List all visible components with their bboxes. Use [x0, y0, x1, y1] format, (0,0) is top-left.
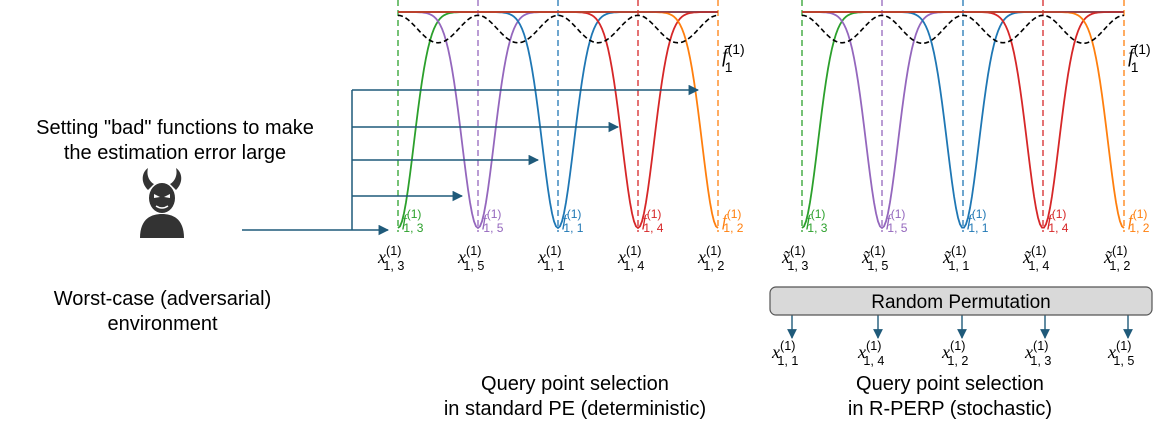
left-caption-line1: Query point selection [481, 373, 669, 395]
right-caption-line2: in R-PERP (stochastic) [847, 398, 1053, 420]
function-label-3: f(1) 1, 1 [967, 207, 989, 235]
upper-bound-curve [397, 14, 719, 44]
function-label-4: f(1) 1, 4 [1047, 207, 1069, 235]
function-label-3: f(1) 1, 1 [562, 207, 584, 235]
query-point-5: x̃(1) 1, 2 [1103, 244, 1130, 273]
query-point-2: x(1) 1, 5 [457, 244, 484, 273]
upper-bound-label: f̄(1) 1 [1128, 41, 1151, 75]
permuted-point-5: x(1) 1, 5 [1107, 339, 1134, 368]
function-label-1: f(1) 1, 3 [806, 207, 828, 235]
devil-icon [140, 168, 184, 238]
left-caption-line2: in standard PE (deterministic) [443, 398, 707, 420]
query-point-4: x(1) 1, 4 [617, 244, 644, 273]
function-label-5: f(1) 1, 2 [722, 207, 744, 235]
annotation-line1: Setting "bad" functions to make [36, 117, 314, 139]
left-panel: f(1) 1, 3 x(1) 1, 3 f(1) 1, 5 x(1) 1, 5 f(1) 1, 1… [377, 0, 745, 273]
right-caption-line1: Query point selection [856, 373, 1044, 395]
query-point-1: x̃(1) 1, 3 [781, 244, 808, 273]
permuted-point-1: x(1) 1, 1 [771, 339, 798, 368]
query-point-2: x̃(1) 1, 5 [861, 244, 888, 273]
adversary-label-line1: Worst-case (adversarial) [53, 288, 272, 310]
annotation-line2: the estimation error large [63, 142, 287, 164]
adversary-label: Worst-case (adversarial) environment [40, 287, 285, 337]
query-point-3: x(1) 1, 1 [537, 244, 564, 273]
upper-bound-curve [801, 14, 1125, 45]
permuted-point-2: x(1) 1, 4 [857, 339, 884, 368]
permuted-point-3: x(1) 1, 2 [941, 339, 968, 368]
function-label-5: f(1) 1, 2 [1128, 207, 1150, 235]
query-point-5: x(1) 1, 2 [697, 244, 724, 273]
function-label-4: f(1) 1, 4 [642, 207, 664, 235]
random-permutation-label: Random Permutation [871, 292, 1051, 313]
upper-bound-label: f̄(1) 1 [722, 41, 745, 75]
left-caption: Query point selection in standard PE (de… [405, 372, 745, 422]
annotation-text: Setting "bad" functions to make the esti… [0, 116, 350, 166]
right-caption: Query point selection in R-PERP (stochas… [800, 372, 1100, 422]
adversary-label-line2: environment [107, 313, 218, 335]
query-point-1: x(1) 1, 3 [377, 244, 404, 273]
function-label-2: f(1) 1, 5 [482, 207, 504, 235]
function-label-1: f(1) 1, 3 [402, 207, 424, 235]
query-point-4: x̃(1) 1, 4 [1022, 244, 1049, 273]
adversary-arrows [242, 84, 700, 236]
query-point-3: x̃(1) 1, 1 [942, 244, 969, 273]
permuted-point-4: x(1) 1, 3 [1024, 339, 1051, 368]
function-label-2: f(1) 1, 5 [886, 207, 908, 235]
random-permutation-box: Random Permutation [769, 286, 1153, 316]
right-panel: f(1) 1, 3 x̃(1) 1, 3 f(1) 1, 5 x̃(1) 1, 5 f(1) 1,… [771, 0, 1151, 368]
